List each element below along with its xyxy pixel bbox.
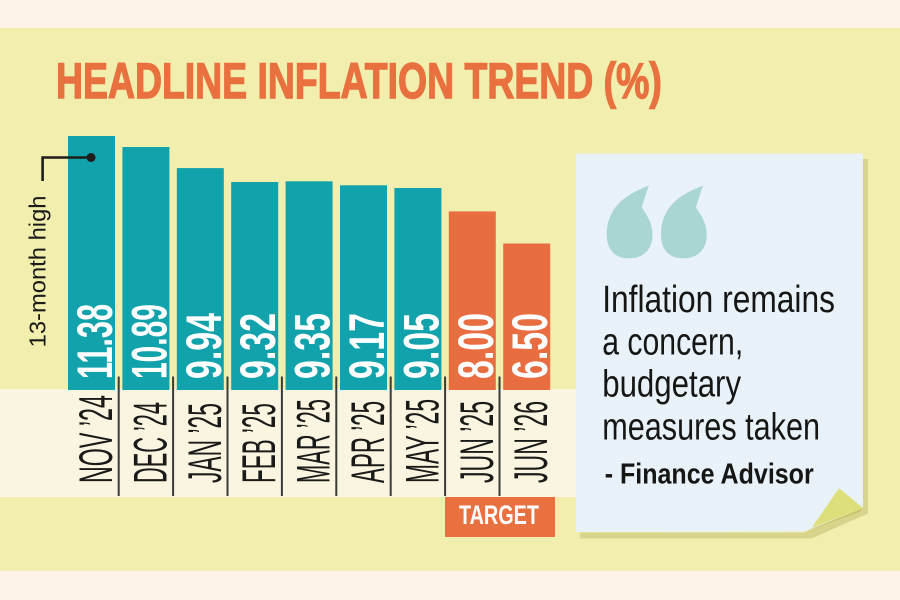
svg-text:9.94: 9.94 (176, 313, 232, 379)
svg-text:MAR ’25: MAR ’25 (287, 399, 340, 483)
svg-text:8.00: 8.00 (448, 313, 504, 379)
svg-text:6.50: 6.50 (503, 313, 559, 379)
svg-text:APR ’25: APR ’25 (342, 401, 394, 483)
svg-text:13-month high: 13-month high (25, 195, 51, 347)
svg-text:budgetary: budgetary (602, 364, 741, 406)
svg-text:10.89: 10.89 (122, 304, 178, 379)
svg-text:MAY ’25: MAY ’25 (396, 399, 448, 483)
svg-text:9.35: 9.35 (285, 313, 341, 379)
svg-text:JUN ’26: JUN ’26 (504, 401, 557, 483)
svg-text:9.05: 9.05 (394, 313, 450, 379)
svg-text:11.38: 11.38 (66, 304, 123, 379)
svg-text:JUN ’25: JUN ’25 (450, 401, 503, 483)
svg-text:JAN ’25: JAN ’25 (179, 403, 231, 483)
svg-text:DEC ’24: DEC ’24 (124, 402, 177, 483)
svg-text:measures taken: measures taken (602, 406, 820, 448)
svg-text:NOV ’24: NOV ’24 (69, 395, 122, 483)
svg-text:Inflation remains: Inflation remains (602, 278, 835, 320)
svg-text:- Finance Advisor: - Finance Advisor (605, 457, 814, 490)
svg-text:HEADLINE INFLATION TREND (%): HEADLINE INFLATION TREND (%) (56, 54, 662, 109)
svg-text:9.32: 9.32 (231, 313, 287, 379)
svg-text:FEB ’25: FEB ’25 (233, 403, 285, 483)
svg-text:a concern,: a concern, (602, 321, 743, 363)
svg-text:TARGET: TARGET (459, 501, 539, 531)
svg-text:9.17: 9.17 (340, 313, 396, 379)
